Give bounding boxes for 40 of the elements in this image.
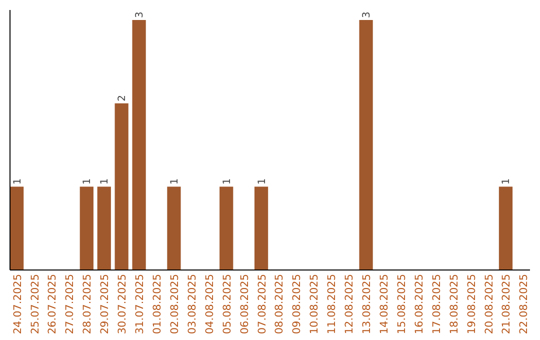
data-label: 1 — [82, 178, 94, 185]
x-tick-label: 03.08.2025 — [186, 274, 198, 334]
x-tick-label: 25.07.2025 — [29, 274, 42, 334]
x-tick-label: 06.08.2025 — [238, 274, 251, 334]
x-tick-label: 29.07.2025 — [99, 274, 112, 334]
data-label: 3 — [134, 12, 146, 18]
data-label: 1 — [12, 178, 24, 185]
data-label: 1 — [222, 178, 233, 185]
x-tick-label: 10.08.2025 — [308, 274, 321, 334]
x-tick-label: 16.08.2025 — [413, 274, 426, 334]
x-tick-label: 27.07.2025 — [64, 274, 76, 334]
x-tick-label: 17.08.2025 — [430, 274, 443, 334]
x-tick-label: 01.08.2025 — [152, 274, 164, 334]
x-tick-label: 04.08.2025 — [204, 274, 216, 334]
x-tick-label: 24.07.2025 — [12, 274, 24, 334]
x-tick-label: 26.07.2025 — [46, 274, 59, 334]
data-label: 3 — [362, 12, 373, 18]
data-label: 1 — [100, 178, 111, 185]
x-tick-label: 07.08.2025 — [256, 274, 268, 334]
x-tick-label: 12.08.2025 — [344, 274, 356, 334]
x-tick-label: 31.07.2025 — [134, 274, 146, 334]
data-label: 1 — [501, 178, 512, 185]
data-label: 1 — [256, 178, 268, 185]
x-tick-label: 11.08.2025 — [326, 274, 338, 334]
x-tick-label: 19.08.2025 — [466, 274, 478, 334]
x-tick-label: 22.08.2025 — [518, 274, 530, 334]
x-tick-label: 15.08.2025 — [396, 274, 408, 334]
x-tick-label: 05.08.2025 — [221, 274, 234, 334]
x-tick-label: 14.08.2025 — [378, 274, 390, 334]
x-tick-label: 09.08.2025 — [291, 274, 304, 334]
x-tick-label: 13.08.2025 — [361, 274, 374, 334]
x-tick-label: 08.08.2025 — [274, 274, 286, 334]
data-label: 2 — [117, 94, 128, 102]
x-tick-label: 21.08.2025 — [500, 274, 513, 334]
x-tick-label: 30.07.2025 — [116, 274, 129, 334]
x-tick-label: 28.07.2025 — [82, 274, 94, 334]
x-tick-label: 18.08.2025 — [448, 274, 460, 334]
data-label: 1 — [169, 178, 180, 185]
x-tick-label: 02.08.2025 — [168, 274, 181, 334]
x-tick-label: 20.08.2025 — [483, 274, 496, 334]
